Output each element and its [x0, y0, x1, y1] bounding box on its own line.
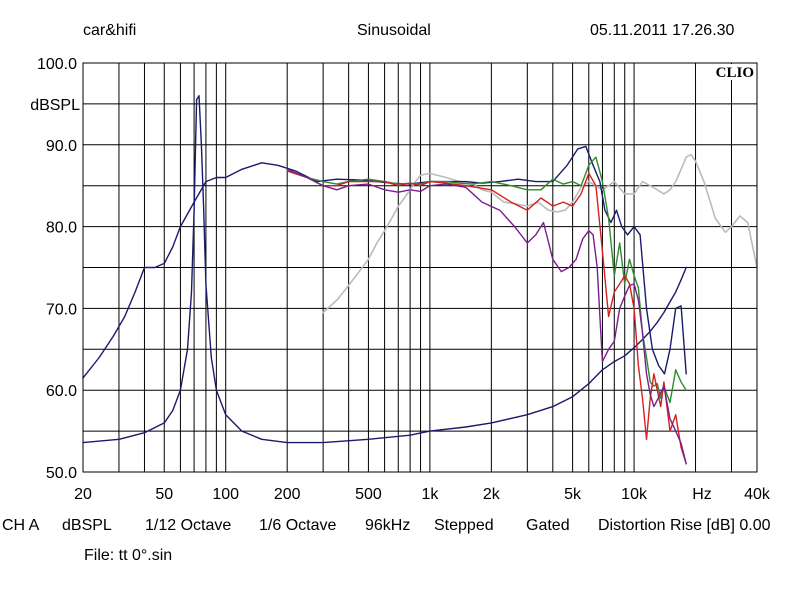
x-tick-label: 1k: [421, 486, 439, 503]
clio-logo: CLIO: [716, 65, 754, 81]
status-distortion-rise: Distortion Rise [dB] 0.00: [598, 517, 771, 534]
series-line-4: [286, 170, 687, 465]
grid: [83, 63, 757, 472]
series-line-3: [286, 156, 687, 404]
x-tick-label: 500: [355, 486, 382, 503]
x-tick-label: 2k: [483, 486, 501, 503]
x-tick-label: 40k: [744, 486, 771, 503]
y-tick-label: 90.0: [46, 138, 77, 155]
tick-labels: 20 50 100 200 500 1k 2k 5k 10k 40k 50.0 60.0 70.0 80.…: [37, 56, 771, 503]
status-sample-rate: 96kHz: [365, 517, 411, 534]
series-group: [82, 94, 758, 465]
series-line-6: [322, 153, 758, 314]
x-tick-label: 20: [74, 486, 92, 503]
header-measurement-type: Sinusoidal: [357, 22, 431, 39]
series-line-5: [286, 168, 687, 465]
brand-backdrop: [696, 64, 756, 80]
y-tick-label: 100.0: [37, 56, 77, 73]
file-label: File: tt 0°.sin: [84, 547, 173, 564]
x-axis-label: Hz: [692, 486, 712, 503]
y-tick-label: 70.0: [46, 301, 77, 318]
header-left-label: car&hifi: [83, 22, 137, 39]
status-mode: Stepped: [434, 517, 494, 534]
x-tick-label: 200: [274, 486, 301, 503]
x-tick-label: 50: [155, 486, 173, 503]
plot-frame: [82, 62, 758, 473]
x-tick-label: 10k: [621, 486, 648, 503]
y-tick-label: 60.0: [46, 383, 77, 400]
x-tick-label: 5k: [564, 486, 582, 503]
status-smoothing: 1/12 Octave: [145, 517, 232, 534]
y-tick-label: 80.0: [46, 220, 77, 237]
x-tick-label: 100: [212, 486, 239, 503]
y-axis-label: dBSPL: [30, 97, 80, 114]
y-tick-label: 50.0: [46, 465, 77, 482]
status-resolution: 1/6 Octave: [259, 517, 337, 534]
header-timestamp: 05.11.2011 17.26.30: [590, 22, 735, 39]
series-line-1: [82, 145, 687, 379]
status-gating: Gated: [526, 517, 570, 534]
status-unit: dBSPL: [62, 517, 112, 534]
status-channel: CH A: [2, 517, 40, 534]
